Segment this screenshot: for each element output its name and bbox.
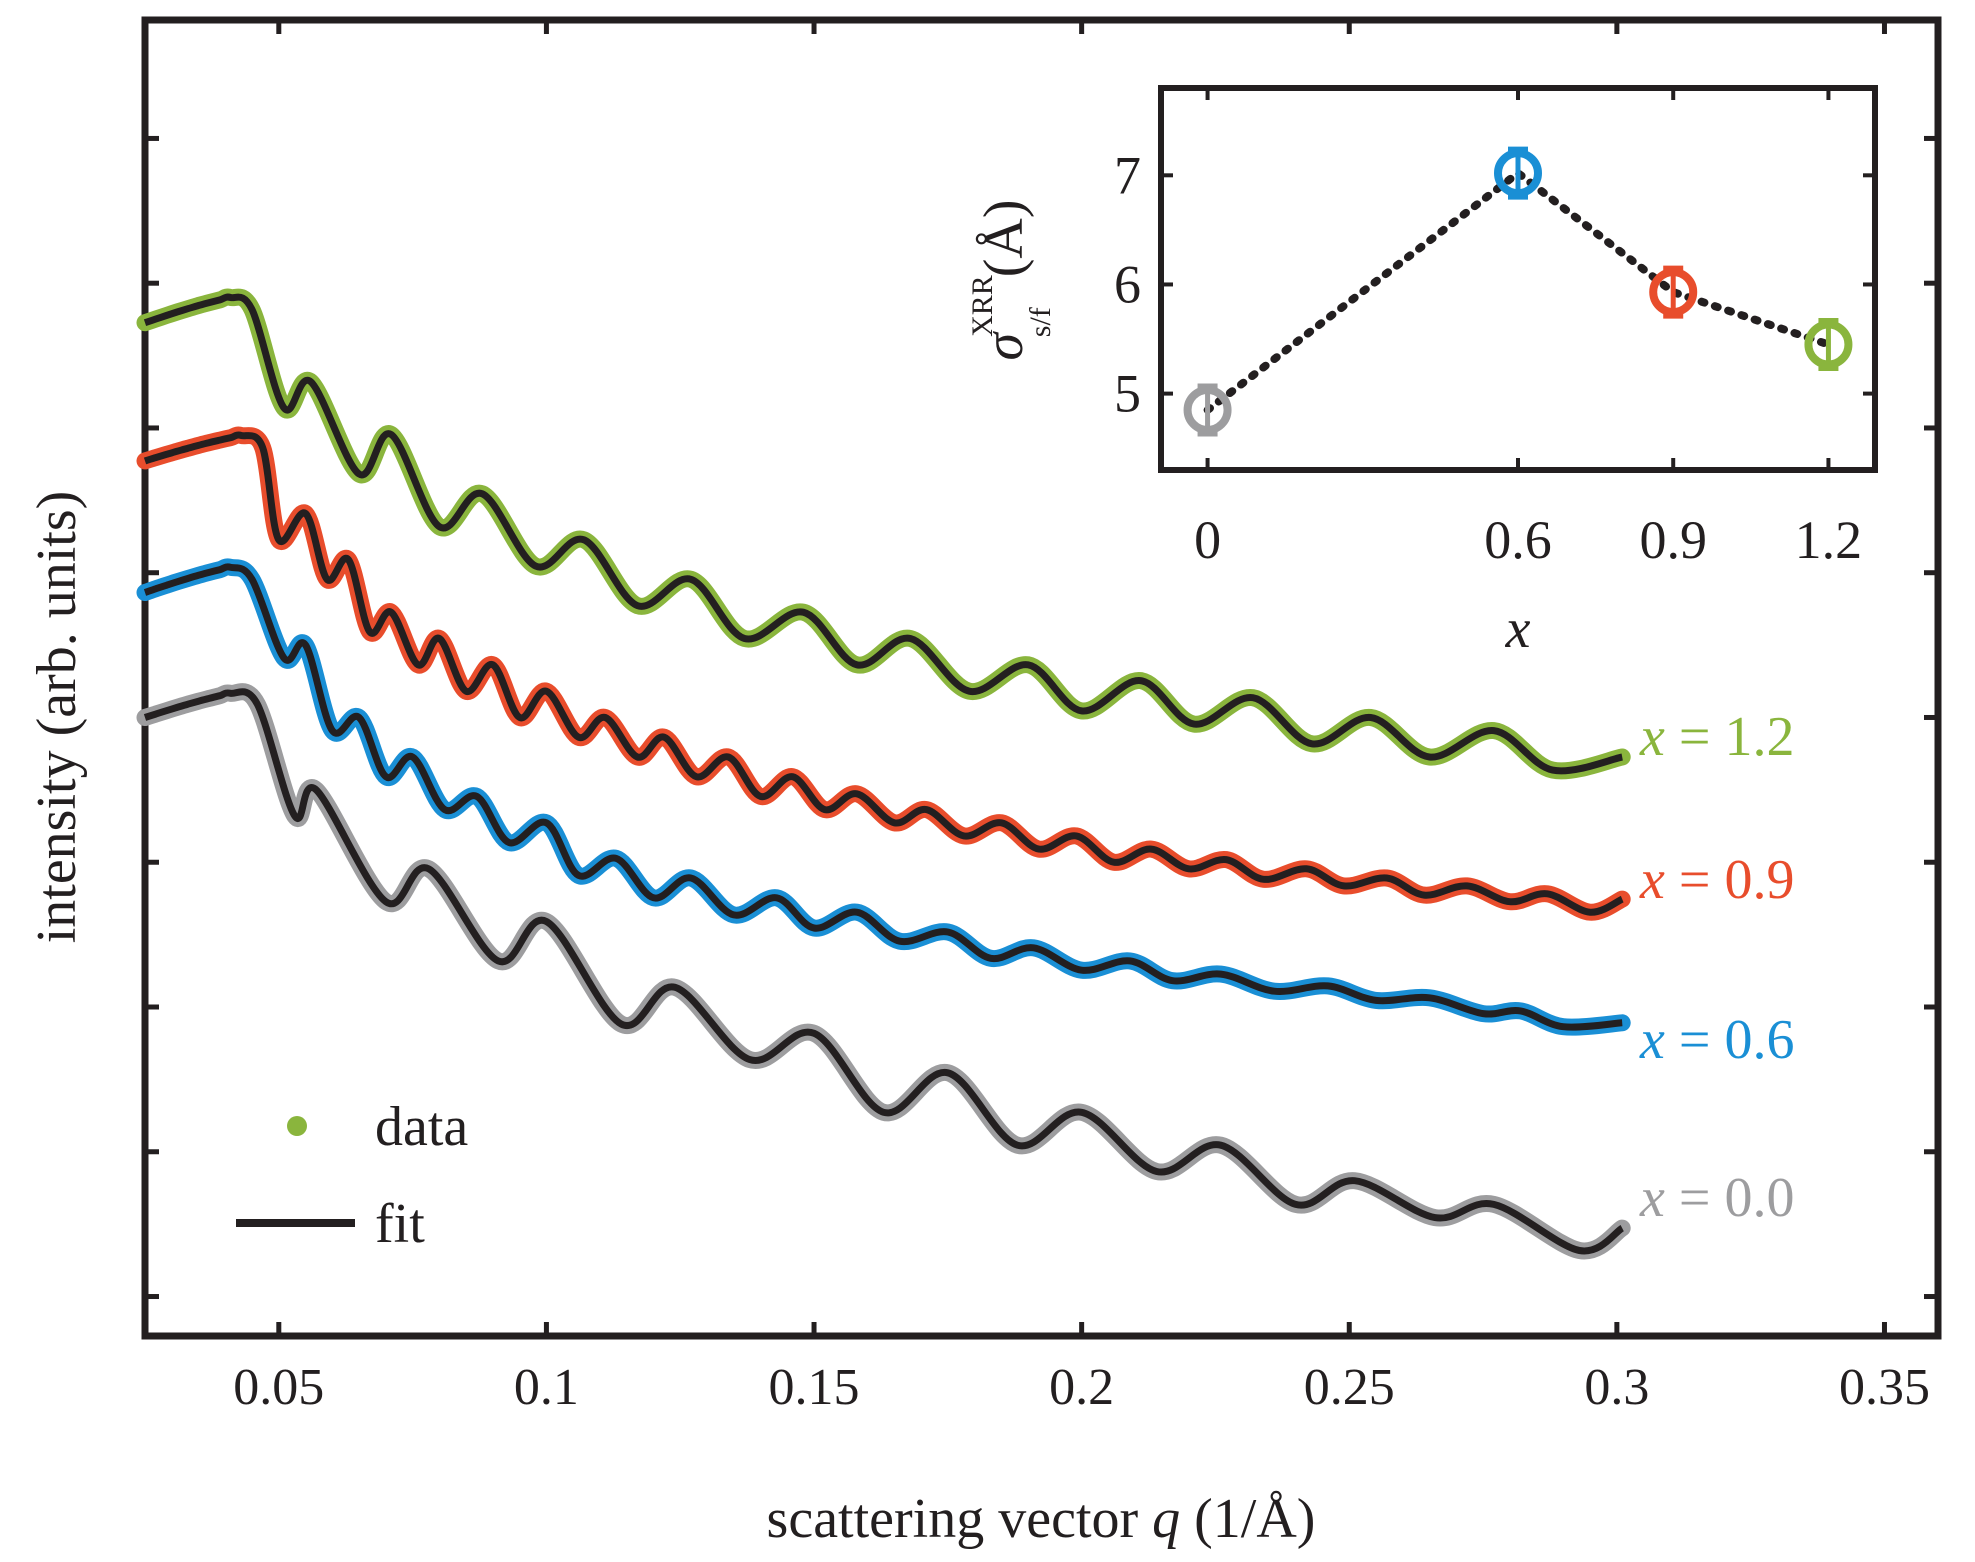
data-series-x09 xyxy=(136,426,1631,921)
y-axis-title: intensity (arb. units) xyxy=(26,491,88,944)
curve-label-var: x xyxy=(1639,1009,1665,1071)
x-axis-title-unit: (1/Å) xyxy=(1180,1488,1315,1550)
x-tick-label: 0.15 xyxy=(769,1359,860,1416)
curve-label-value: = 0.6 xyxy=(1665,1009,1795,1071)
curve-label-value: = 1.2 xyxy=(1665,706,1795,768)
inset-background xyxy=(1161,88,1875,470)
inset-y-symbol: σ xyxy=(973,331,1035,361)
curve-label: x = 0.9 xyxy=(1639,849,1794,911)
inset-x-tick-label: 1.2 xyxy=(1795,510,1863,570)
curve-label-value: = 0.9 xyxy=(1665,849,1795,911)
inset-connector xyxy=(1203,168,1833,414)
curve-label-value: = 0.0 xyxy=(1665,1167,1795,1229)
curve-label: x = 0.0 xyxy=(1639,1167,1794,1229)
fit-line-x06 xyxy=(143,563,1623,1031)
fit-line-x12 xyxy=(143,293,1624,775)
inset-y-axis-title: σXRR s/f (Å) xyxy=(966,199,1057,360)
fit-line-x09 xyxy=(143,431,1624,916)
fit-line-x00 xyxy=(143,688,1625,1255)
curve-label-var: x xyxy=(1639,849,1665,911)
inset-x-tick-label: 0.6 xyxy=(1484,510,1552,570)
inset-y-unit: (Å) xyxy=(973,199,1035,277)
data-series-x00 xyxy=(136,683,1631,1260)
x-tick-label: 0.1 xyxy=(514,1359,579,1416)
legend-data-label: data xyxy=(375,1096,468,1158)
inset-y-subscript: s/f xyxy=(1024,307,1057,337)
x-axis-title-var: q xyxy=(1152,1488,1180,1550)
curve-label: x = 1.2 xyxy=(1639,706,1794,768)
inset-y-tick-label: 6 xyxy=(1114,254,1141,314)
inset-point xyxy=(1183,385,1232,434)
inset-y-tick-label: 7 xyxy=(1114,145,1141,205)
curve-label-var: x xyxy=(1639,706,1665,768)
x-axis-title-prefix: scattering vector xyxy=(767,1488,1153,1550)
inset-x-tick-label: 0.9 xyxy=(1639,510,1707,570)
inset-y-tick-label: 5 xyxy=(1114,364,1141,424)
inset-x-axis-title: x xyxy=(1505,598,1531,660)
main-axis-ticks: 0.05 0.1 0.15 0.2 0.25 0.3 0.35 xyxy=(145,20,1938,1416)
legend-data-marker xyxy=(287,1116,307,1136)
inset-x-tick-label: 0 xyxy=(1194,510,1221,570)
legend-fit-label: fit xyxy=(375,1193,425,1255)
x-tick-label: 0.2 xyxy=(1049,1359,1114,1416)
inset-content: 5 6 7 0 0.6 0.9 1.2 xyxy=(1114,88,1875,570)
inset-point xyxy=(1804,320,1853,369)
inset-y-superscript: XRR xyxy=(966,275,999,337)
curve-labels: x = 0.0x = 0.6x = 0.9x = 1.2 xyxy=(1639,706,1794,1229)
inset-point xyxy=(1649,268,1698,317)
x-axis-title: scattering vector q (1/Å) xyxy=(767,1488,1316,1550)
x-tick-label: 0.05 xyxy=(233,1359,324,1416)
main-series-group xyxy=(136,288,1631,1260)
x-tick-label: 0.35 xyxy=(1839,1359,1930,1416)
curve-label: x = 0.6 xyxy=(1639,1009,1794,1071)
inset-point xyxy=(1494,149,1542,198)
x-tick-label: 0.3 xyxy=(1584,1359,1649,1416)
main-plot-frame xyxy=(141,16,1942,1340)
curve-label-var: x xyxy=(1639,1167,1665,1229)
x-tick-label: 0.25 xyxy=(1304,1359,1395,1416)
legend: data fit xyxy=(236,1096,468,1255)
